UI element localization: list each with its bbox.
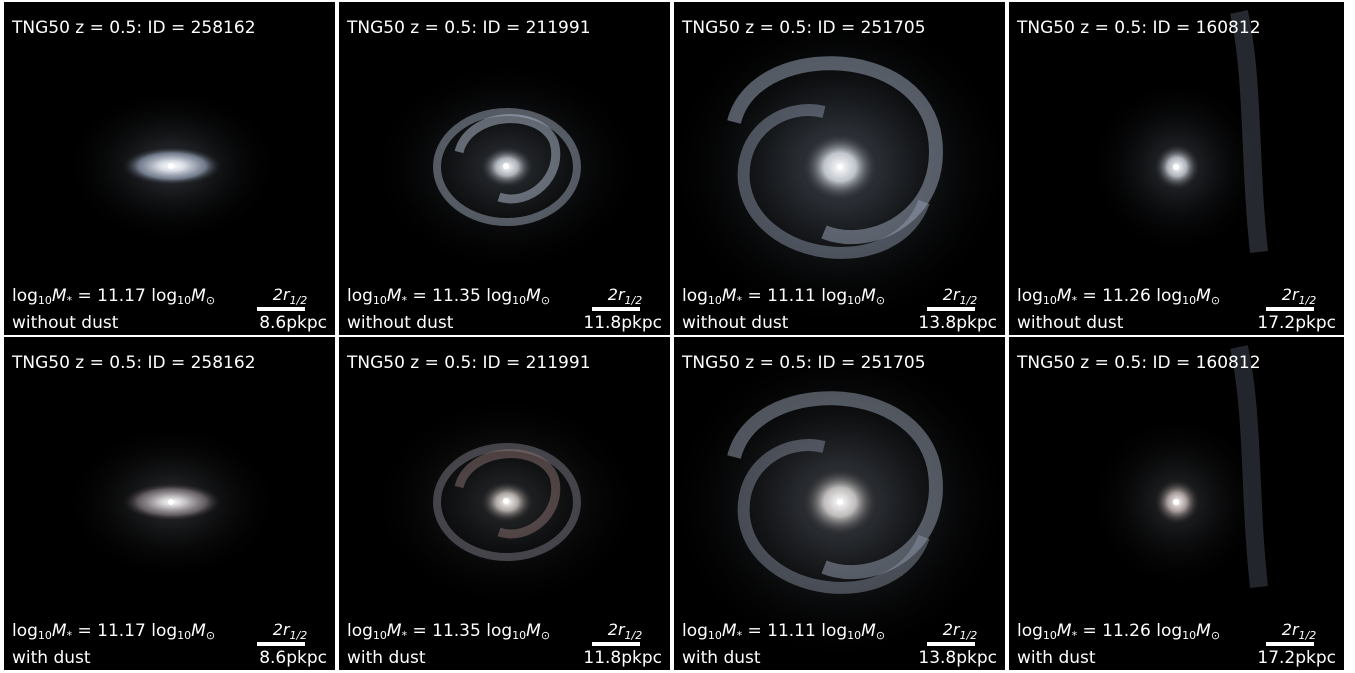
- scale-bar: [1266, 307, 1314, 311]
- galaxy-title: TNG50 z = 0.5: ID = 258162: [12, 18, 256, 38]
- scale-bar: [1266, 642, 1314, 646]
- scale-label: 2r1/2: [272, 285, 308, 308]
- galaxy-title: TNG50 z = 0.5: ID = 251705: [682, 353, 926, 373]
- scale-label: 2r1/2: [607, 285, 643, 308]
- dust-label: without dust: [1017, 313, 1124, 333]
- galaxy-title: TNG50 z = 0.5: ID = 160812: [1017, 18, 1261, 38]
- galaxy-image: [367, 57, 647, 277]
- stellar-mass-label: log10M* = 11.11 log10M⊙: [682, 621, 886, 642]
- scale-bar: [592, 307, 640, 311]
- scale-length: 8.6pkpc: [259, 648, 327, 668]
- galaxy-panel-251705-no-dust: TNG50 z = 0.5: ID = 251705 log10M* = 11.…: [674, 2, 1005, 335]
- dust-label: without dust: [682, 313, 789, 333]
- scale-label: 2r1/2: [607, 620, 643, 643]
- stellar-mass-label: log10M* = 11.11 log10M⊙: [682, 286, 886, 307]
- galaxy-title: TNG50 z = 0.5: ID = 211991: [347, 18, 591, 38]
- scale-label: 2r1/2: [1281, 620, 1317, 643]
- galaxy-title: TNG50 z = 0.5: ID = 160812: [1017, 353, 1261, 373]
- galaxy-panel-251705-with-dust: TNG50 z = 0.5: ID = 251705 log10M* = 11.…: [674, 337, 1005, 670]
- scale-bar: [257, 642, 305, 646]
- galaxy-title: TNG50 z = 0.5: ID = 258162: [12, 353, 256, 373]
- galaxy-image: [674, 337, 1005, 667]
- galaxy-image: [62, 422, 282, 582]
- galaxy-panel-211991-no-dust: TNG50 z = 0.5: ID = 211991 log10M* = 11.…: [339, 2, 670, 335]
- scale-label: 2r1/2: [942, 285, 978, 308]
- scale-length: 13.8pkpc: [918, 648, 997, 668]
- dust-label: without dust: [12, 313, 119, 333]
- galaxy-image: [1087, 10, 1268, 257]
- stellar-mass-label: log10M* = 11.26 log10M⊙: [1017, 286, 1221, 307]
- stellar-mass-label: log10M* = 11.26 log10M⊙: [1017, 621, 1221, 642]
- scale-bar: [257, 307, 305, 311]
- stellar-mass-label: log10M* = 11.35 log10M⊙: [347, 286, 551, 307]
- scale-length: 17.2pkpc: [1257, 313, 1336, 333]
- dust-label: with dust: [1017, 648, 1096, 668]
- stellar-mass-label: log10M* = 11.17 log10M⊙: [12, 621, 216, 642]
- stellar-mass-label: log10M* = 11.35 log10M⊙: [347, 621, 551, 642]
- scale-bar: [592, 642, 640, 646]
- galaxy-panel-160812-no-dust: TNG50 z = 0.5: ID = 160812 log10M* = 11.…: [1009, 2, 1344, 335]
- scale-length: 11.8pkpc: [583, 313, 662, 333]
- dust-label: with dust: [682, 648, 761, 668]
- stellar-mass-label: log10M* = 11.17 log10M⊙: [12, 286, 216, 307]
- galaxy-panel-258162-no-dust: TNG50 z = 0.5: ID = 258162 log10M* = 11.…: [4, 2, 335, 335]
- dust-label: with dust: [12, 648, 91, 668]
- galaxy-image: [1087, 345, 1268, 592]
- galaxy-image: [62, 86, 282, 246]
- scale-length: 8.6pkpc: [259, 313, 327, 333]
- scale-length: 17.2pkpc: [1257, 648, 1336, 668]
- scale-label: 2r1/2: [272, 620, 308, 643]
- galaxy-panel-211991-with-dust: TNG50 z = 0.5: ID = 211991 log10M* = 11.…: [339, 337, 670, 670]
- scale-length: 13.8pkpc: [918, 313, 997, 333]
- galaxy-title: TNG50 z = 0.5: ID = 251705: [682, 18, 926, 38]
- dust-label: without dust: [347, 313, 454, 333]
- scale-label: 2r1/2: [1281, 285, 1317, 308]
- scale-length: 11.8pkpc: [583, 648, 662, 668]
- galaxy-panel-160812-with-dust: TNG50 z = 0.5: ID = 160812 log10M* = 11.…: [1009, 337, 1344, 670]
- scale-label: 2r1/2: [942, 620, 978, 643]
- galaxy-title: TNG50 z = 0.5: ID = 211991: [347, 353, 591, 373]
- scale-bar: [927, 307, 975, 311]
- scale-bar: [927, 642, 975, 646]
- galaxy-panel-258162-with-dust: TNG50 z = 0.5: ID = 258162 log10M* = 11.…: [4, 337, 335, 670]
- galaxy-image: [367, 392, 647, 612]
- dust-label: with dust: [347, 648, 426, 668]
- galaxy-image: [674, 2, 1005, 332]
